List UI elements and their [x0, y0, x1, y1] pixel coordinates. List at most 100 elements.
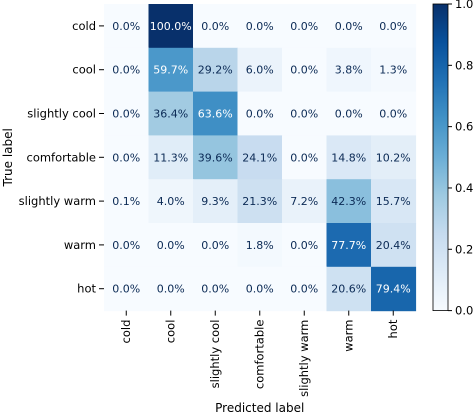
cell-value-label: 0.1%: [112, 195, 140, 208]
heatmap-cell: [371, 4, 417, 49]
heatmap-cell: [282, 266, 328, 312]
y-tick-label: cool: [72, 63, 96, 77]
heatmap-cell: [237, 266, 283, 312]
x-tick-label: cool: [164, 320, 178, 344]
heatmap-cell: [104, 47, 150, 93]
heatmap-cell: [282, 47, 328, 93]
cell-value-label: 29.2%: [198, 64, 233, 77]
heatmap-cell: [104, 223, 150, 268]
cell-value-label: 0.0%: [112, 108, 140, 121]
cell-value-label: 0.0%: [290, 239, 318, 252]
cell-value-label: 1.8%: [246, 239, 274, 252]
heatmap-cell: [326, 47, 372, 93]
cell-value-label: 0.0%: [290, 108, 318, 121]
cell-value-label: 0.0%: [112, 20, 140, 33]
cell-value-label: 100.0%: [150, 20, 192, 33]
heatmap-cell: [104, 179, 150, 224]
heatmap-cell: [326, 91, 372, 136]
cell-value-label: 9.3%: [201, 195, 229, 208]
cell-value-label: 0.0%: [290, 151, 318, 164]
x-axis-ticks: cold cool slightly cool comfortable slightly…: [119, 310, 400, 397]
colorbar-tick-label: 0.0: [455, 304, 473, 318]
cell-value-label: 77.7%: [331, 239, 366, 252]
x-tick-label: cold: [119, 320, 133, 344]
y-axis-label: True label: [1, 128, 15, 187]
cell-value-label: 39.6%: [198, 151, 233, 164]
x-tick-label: comfortable: [253, 320, 267, 390]
heatmap-cell: [282, 223, 328, 268]
heatmap-cell: [148, 223, 194, 268]
heatmap-cell: [371, 223, 417, 268]
colorbar-tick-label: 0.6: [455, 120, 473, 134]
cell-value-label: 20.4%: [376, 239, 411, 252]
heatmap-cell: [193, 135, 239, 180]
cell-value-label: 14.8%: [331, 151, 366, 164]
heatmap-cell: [282, 179, 328, 224]
y-tick-label: slightly cool: [27, 107, 96, 121]
cell-value-label: 0.0%: [112, 283, 140, 296]
heatmap-cell: [193, 4, 239, 49]
cell-value-label: 20.6%: [331, 283, 366, 296]
heatmap-cell: [193, 223, 239, 268]
heatmap-cell: [193, 266, 239, 312]
cell-value-label: 0.0%: [112, 151, 140, 164]
heatmap-cell: [326, 223, 372, 268]
cell-value-label: 0.0%: [335, 20, 363, 33]
heatmap-cell: [371, 135, 417, 180]
heatmap-cell: [326, 4, 372, 49]
heatmap-cells: 0.0% 100.0% 0.0% 0.0% 0.0% 0.0% 0.0% 0.0% 59.7% 2…: [104, 4, 417, 312]
cell-value-label: 0.0%: [290, 20, 318, 33]
heatmap-cell: [282, 135, 328, 180]
heatmap-cell: [148, 179, 194, 224]
cell-value-label: 1.3%: [379, 64, 407, 77]
heatmap-cell: [237, 91, 283, 136]
cell-value-label: 0.0%: [157, 239, 185, 252]
cell-value-label: 0.0%: [379, 108, 407, 121]
cell-value-label: 24.1%: [242, 151, 277, 164]
heatmap-cell: [326, 179, 372, 224]
cell-value-label: 3.8%: [335, 64, 363, 77]
cell-value-label: 63.6%: [198, 108, 233, 121]
heatmap-cell: [193, 47, 239, 93]
heatmap-cell: [237, 135, 283, 180]
cell-value-label: 11.3%: [153, 151, 188, 164]
x-tick-label: slightly cool: [208, 320, 222, 389]
heatmap-cell: [237, 223, 283, 268]
cell-value-label: 0.0%: [201, 20, 229, 33]
heatmap-cell: [104, 266, 150, 312]
y-axis-ticks: cold cool slightly cool comfortable slightly…: [19, 19, 104, 296]
x-axis-label: Predicted label: [215, 401, 304, 415]
heatmap-cell: [237, 179, 283, 224]
cell-value-label: 0.0%: [335, 108, 363, 121]
cell-value-label: 7.2%: [290, 195, 318, 208]
x-tick-label: warm: [342, 320, 356, 352]
heatmap-cell: [282, 91, 328, 136]
cell-value-label: 0.0%: [112, 239, 140, 252]
cell-value-label: 21.3%: [242, 195, 277, 208]
colorbar-tick-label: 0.4: [455, 181, 473, 195]
cell-value-label: 0.0%: [290, 283, 318, 296]
cell-value-label: 59.7%: [153, 64, 188, 77]
y-tick-label: warm: [64, 238, 96, 252]
heatmap-cell: [326, 135, 372, 180]
heatmap-cell: [148, 47, 194, 93]
cell-value-label: 0.0%: [379, 20, 407, 33]
cell-value-label: 6.0%: [246, 64, 274, 77]
cell-value-label: 0.0%: [246, 20, 274, 33]
x-tick-label: hot: [386, 319, 400, 338]
heatmap-cell: [371, 91, 417, 136]
heatmap-cell: [371, 47, 417, 93]
heatmap-cell: [193, 91, 239, 136]
colorbar-tick-label: 0.2: [455, 242, 473, 256]
heatmap-cell: [148, 135, 194, 180]
heatmap-cell: [282, 4, 328, 49]
colorbar-tick-label: 0.8: [455, 58, 473, 72]
cell-value-label: 0.0%: [201, 239, 229, 252]
heatmap-cell: [371, 179, 417, 224]
y-tick-label: cold: [72, 19, 96, 33]
heatmap-cell: [148, 91, 194, 136]
colorbar: 0.0 0.2 0.4 0.6 0.8 1.0: [432, 0, 473, 318]
heatmap-cell: [371, 266, 417, 312]
cell-value-label: 0.0%: [290, 64, 318, 77]
heatmap-cell: [193, 179, 239, 224]
